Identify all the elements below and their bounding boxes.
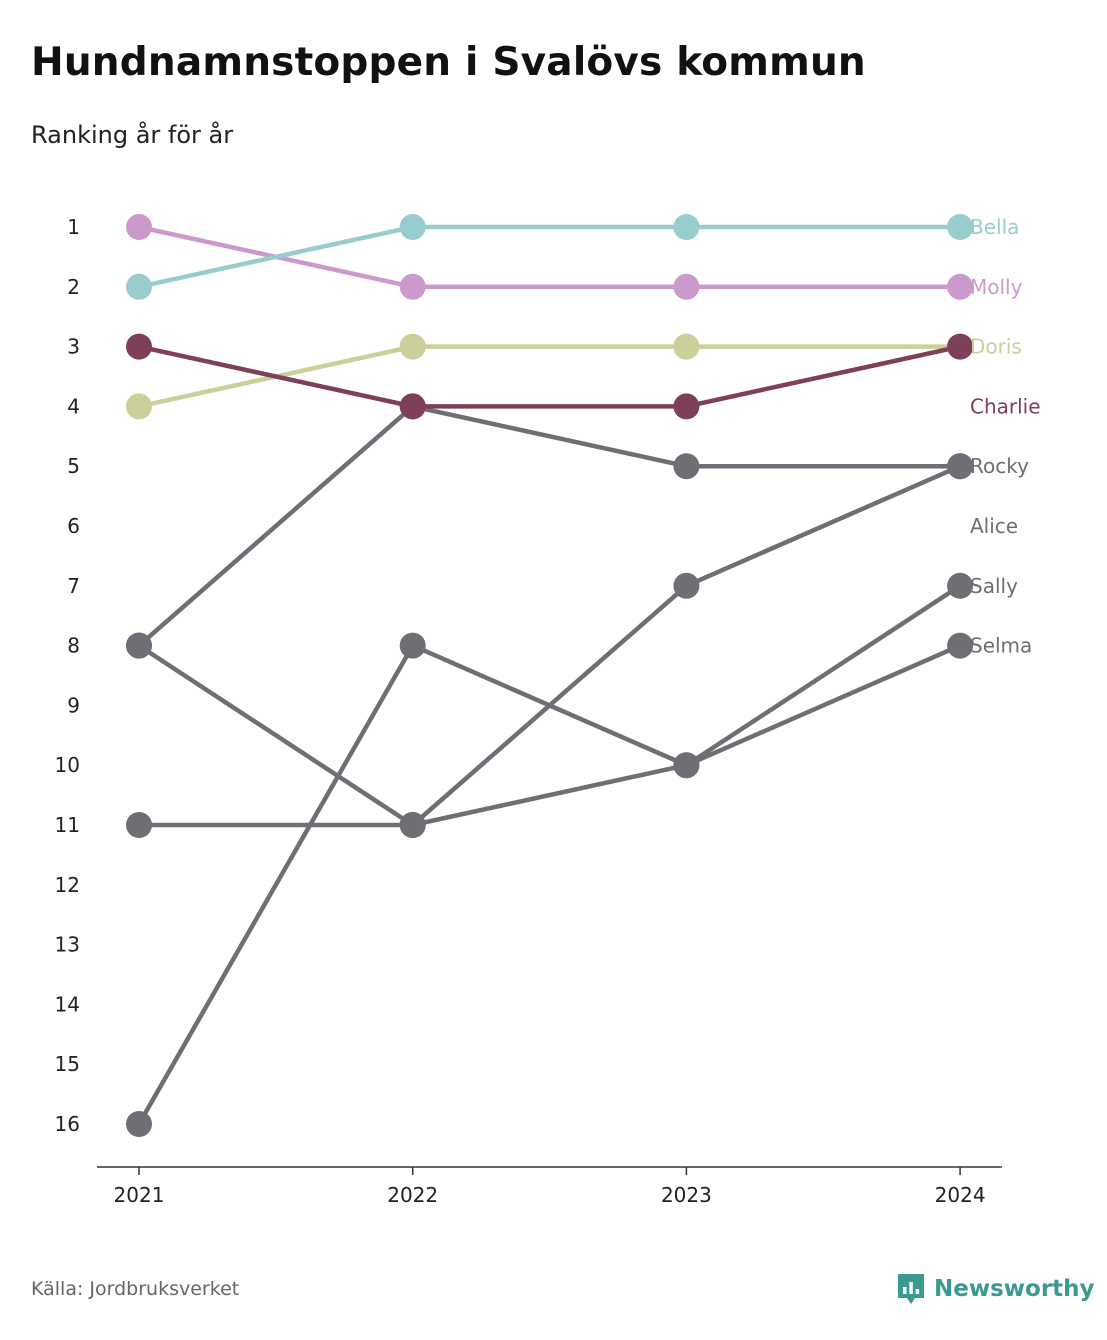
y-tick-label: 3 [67, 335, 80, 359]
series-points [126, 214, 974, 1137]
point-bella-2022 [399, 214, 426, 240]
series-label-rocky: Rocky [970, 454, 1029, 478]
series-label-selma: Selma [970, 634, 1032, 658]
point-charlie-2021 [126, 333, 152, 360]
series-lines [136, 224, 963, 1127]
point-sally-2023 [673, 572, 700, 599]
point-selma-2021 [126, 632, 152, 659]
bar-chart-badge-icon [898, 1274, 924, 1304]
series-line-molly [136, 224, 963, 290]
chart-title: Hundnamnstoppen i Svalövs kommun [31, 40, 866, 85]
series-line-charlie [136, 344, 963, 409]
series-label-bella: Bella [970, 215, 1019, 239]
point-bella-2023 [673, 214, 700, 240]
point-selma-2024 [947, 453, 974, 480]
chart-subtitle: Ranking år för år [31, 121, 234, 149]
series-label-charlie: Charlie [970, 394, 1041, 418]
brand-logo: Newsworthy [896, 1272, 1095, 1306]
series-line-sally [136, 463, 963, 828]
point-charlie-2023 [673, 393, 700, 420]
point-rocky-2021 [126, 1111, 152, 1137]
point-sally-2021 [126, 812, 152, 838]
y-tick-label: 12 [55, 873, 80, 897]
x-tick-label: 2022 [387, 1183, 438, 1207]
y-tick-label: 7 [67, 574, 80, 598]
point-molly-2023 [673, 273, 700, 300]
series-line-rocky [136, 583, 963, 1127]
point-rocky-2024 [947, 572, 974, 599]
y-tick-label: 15 [55, 1052, 80, 1076]
point-charlie-2022 [399, 393, 426, 420]
x-tick-label: 2021 [114, 1183, 165, 1207]
y-tick-label: 2 [67, 275, 80, 299]
y-tick-label: 9 [67, 693, 80, 717]
point-molly-2022 [399, 273, 426, 300]
brand-name: Newsworthy [934, 1276, 1095, 1302]
point-charlie-2024 [947, 333, 974, 360]
series-line-bella [136, 224, 963, 290]
series-label-sally: Sally [970, 574, 1018, 598]
y-tick-label: 11 [55, 813, 80, 837]
y-tick-label: 10 [55, 753, 80, 777]
x-axis: 2021 2022 2023 2024 [114, 1167, 986, 1207]
y-tick-label: 4 [67, 394, 80, 418]
x-tick-label: 2023 [661, 1183, 712, 1207]
source-note: Källa: Jordbruksverket [31, 1278, 240, 1300]
series-line-alice [136, 643, 963, 828]
series-label-doris: Doris [970, 335, 1022, 359]
y-tick-label: 1 [67, 215, 80, 239]
y-tick-label: 8 [67, 634, 80, 658]
y-tick-label: 16 [55, 1112, 80, 1136]
series-labels: Rocky Alice Sally Selma Doris Charlie Molly Bel… [970, 215, 1041, 658]
point-selma-2023 [673, 453, 700, 480]
point-alice-2023 [673, 752, 700, 779]
point-molly-2024 [947, 273, 974, 300]
point-doris-2021 [126, 393, 152, 420]
point-rocky-2022 [399, 632, 426, 659]
point-bella-2024 [947, 214, 974, 240]
x-tick-label: 2024 [935, 1183, 986, 1207]
y-tick-label: 5 [67, 454, 80, 478]
point-molly-2021 [126, 214, 152, 240]
point-sally-2022 [399, 812, 426, 838]
series-line-doris [136, 344, 963, 409]
point-doris-2023 [673, 333, 700, 360]
series-label-alice: Alice [970, 514, 1018, 538]
series-label-molly: Molly [970, 275, 1023, 299]
series-line-selma [136, 404, 963, 648]
y-tick-label: 6 [67, 514, 80, 538]
point-alice-2024 [947, 632, 974, 659]
y-tick-label: 14 [55, 992, 80, 1016]
y-tick-label: 13 [55, 933, 80, 957]
point-bella-2021 [126, 273, 152, 300]
point-doris-2022 [399, 333, 426, 360]
